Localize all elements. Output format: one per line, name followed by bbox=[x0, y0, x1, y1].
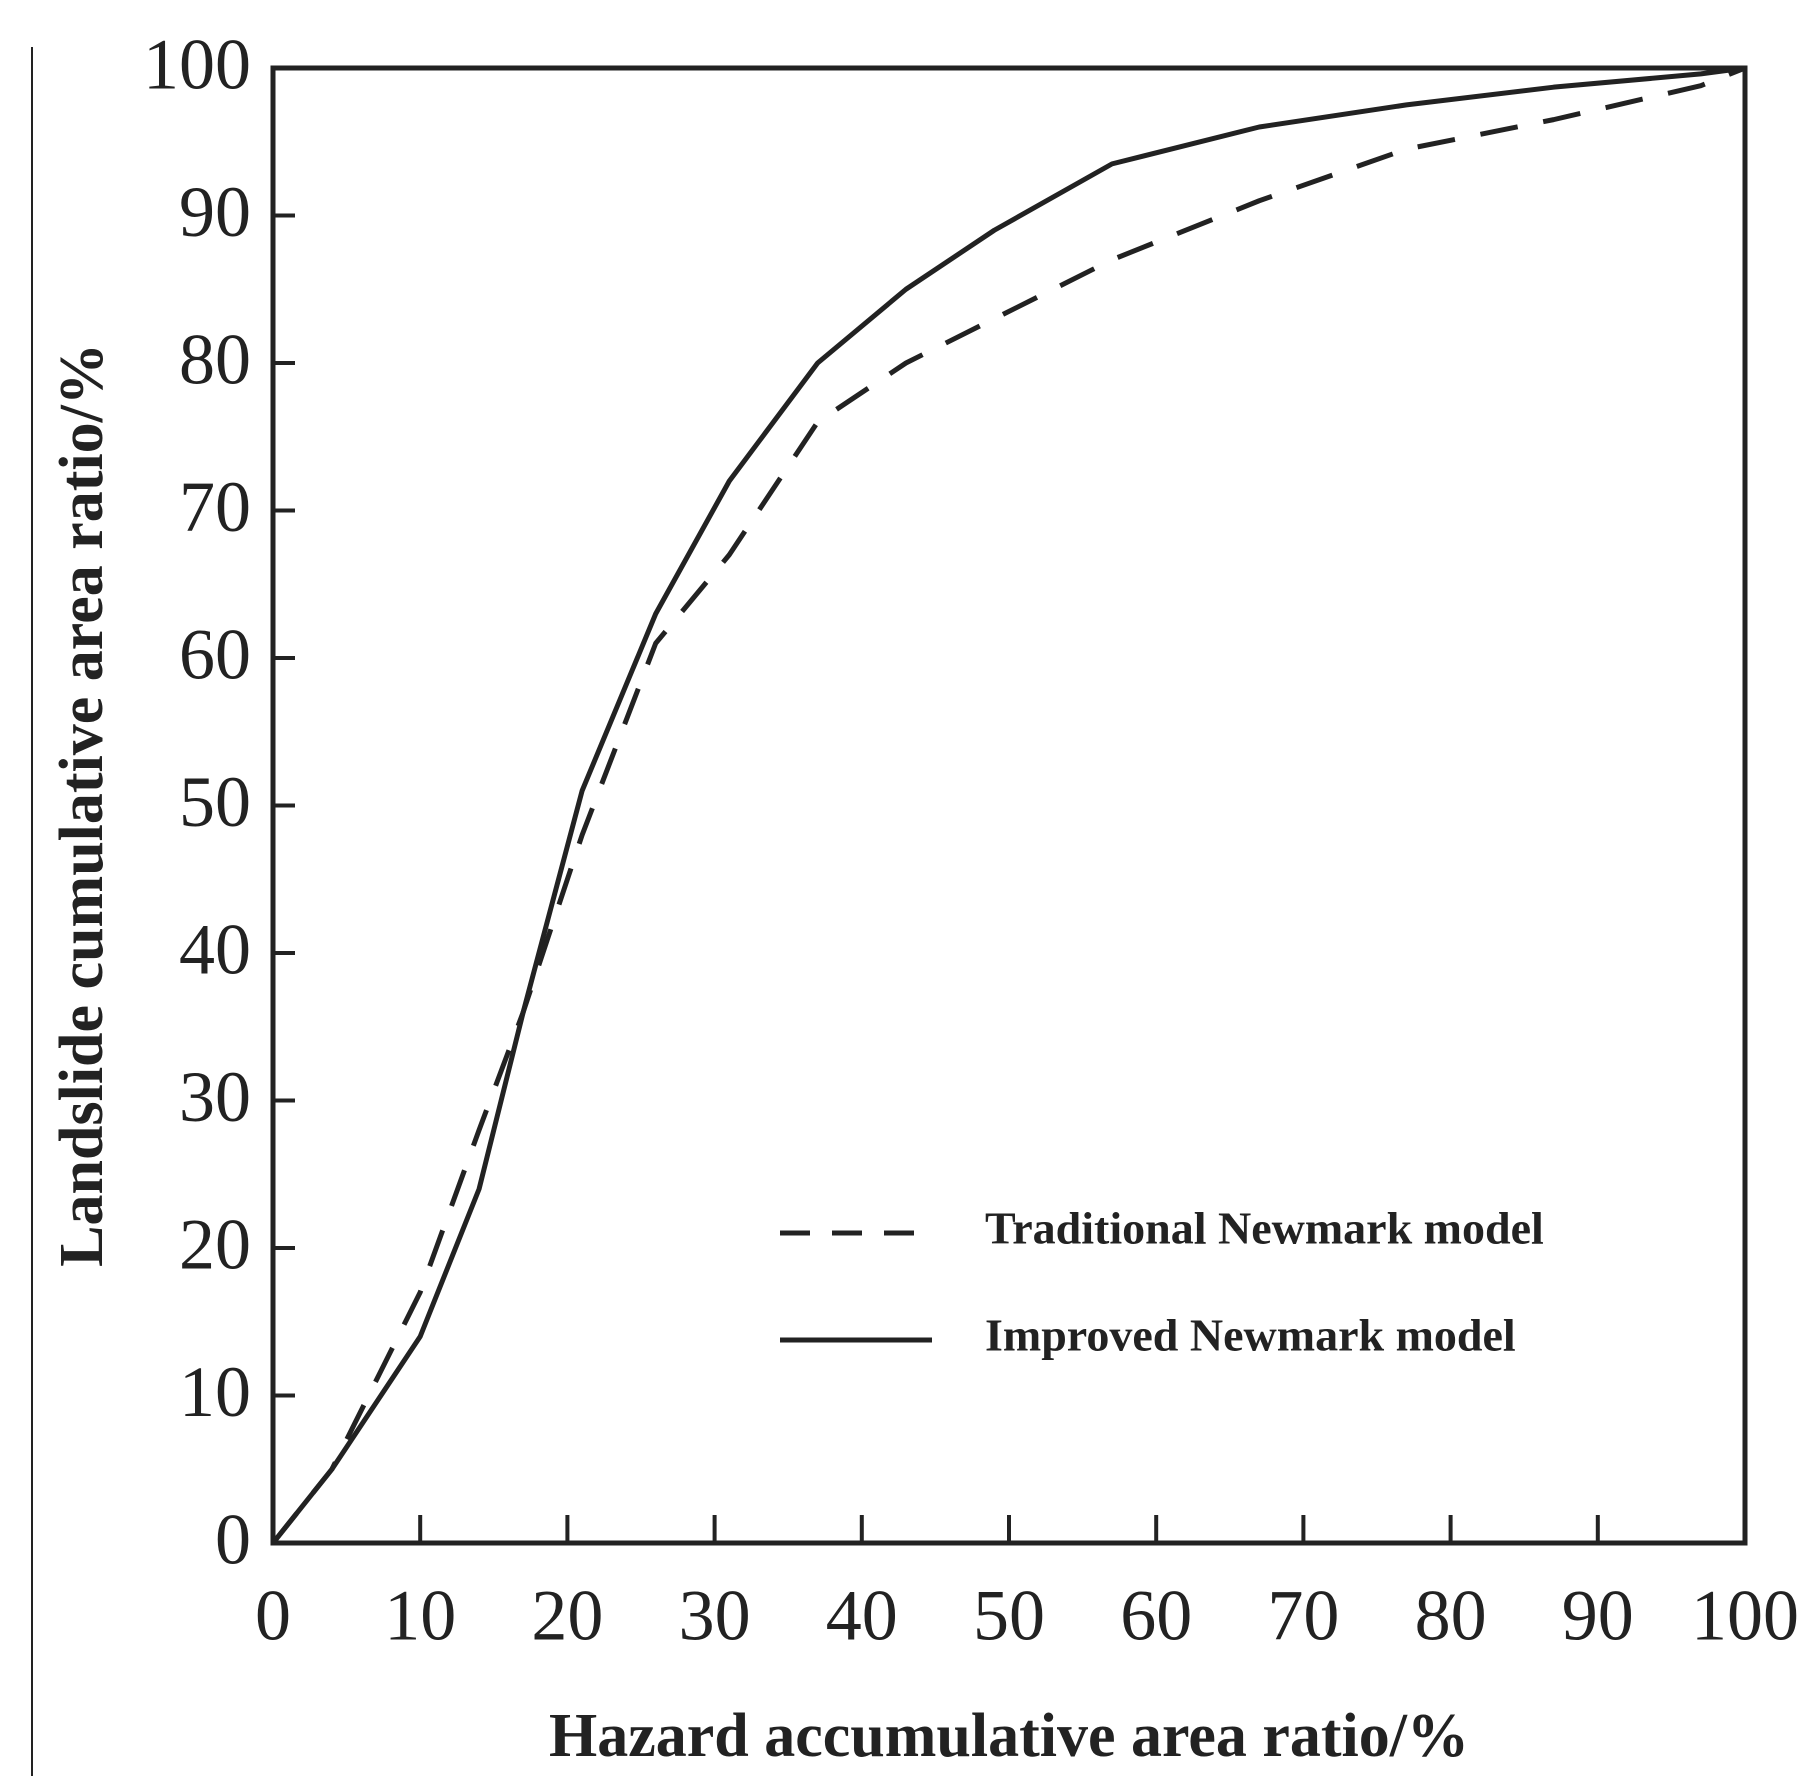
y-tick-label: 10 bbox=[179, 1352, 251, 1432]
y-tick-label: 70 bbox=[179, 467, 251, 547]
x-tick-label: 90 bbox=[1562, 1576, 1634, 1656]
x-tick-label: 10 bbox=[384, 1576, 456, 1656]
y-tick-label: 60 bbox=[179, 615, 251, 695]
x-tick-label: 40 bbox=[826, 1576, 898, 1656]
y-axis-title: Landslide cumulative area ratio/% bbox=[48, 343, 116, 1267]
legend-label: Improved Newmark model bbox=[985, 1310, 1516, 1361]
y-tick-label: 20 bbox=[179, 1205, 251, 1285]
x-tick-label: 100 bbox=[1691, 1576, 1799, 1656]
x-tick-label: 30 bbox=[679, 1576, 751, 1656]
y-tick-label: 90 bbox=[179, 172, 251, 252]
legend-label: Traditional Newmark model bbox=[985, 1203, 1544, 1254]
y-tick-label: 50 bbox=[179, 762, 251, 842]
y-tick-label: 80 bbox=[179, 320, 251, 400]
x-tick-label: 70 bbox=[1267, 1576, 1339, 1656]
x-tick-label: 0 bbox=[255, 1576, 291, 1656]
y-tick-label: 40 bbox=[179, 910, 251, 990]
x-axis-title: Hazard accumulative area ratio/% bbox=[549, 1702, 1469, 1770]
series-line bbox=[271, 65, 1746, 1545]
x-tick-label: 50 bbox=[973, 1576, 1045, 1656]
x-tick-label: 60 bbox=[1120, 1576, 1192, 1656]
y-tick-label: 100 bbox=[143, 25, 251, 105]
y-tick-label: 30 bbox=[179, 1057, 251, 1137]
x-tick-label: 80 bbox=[1415, 1576, 1487, 1656]
x-tick-label: 20 bbox=[531, 1576, 603, 1656]
series-line bbox=[271, 65, 1746, 1545]
y-tick-label: 0 bbox=[215, 1500, 251, 1580]
